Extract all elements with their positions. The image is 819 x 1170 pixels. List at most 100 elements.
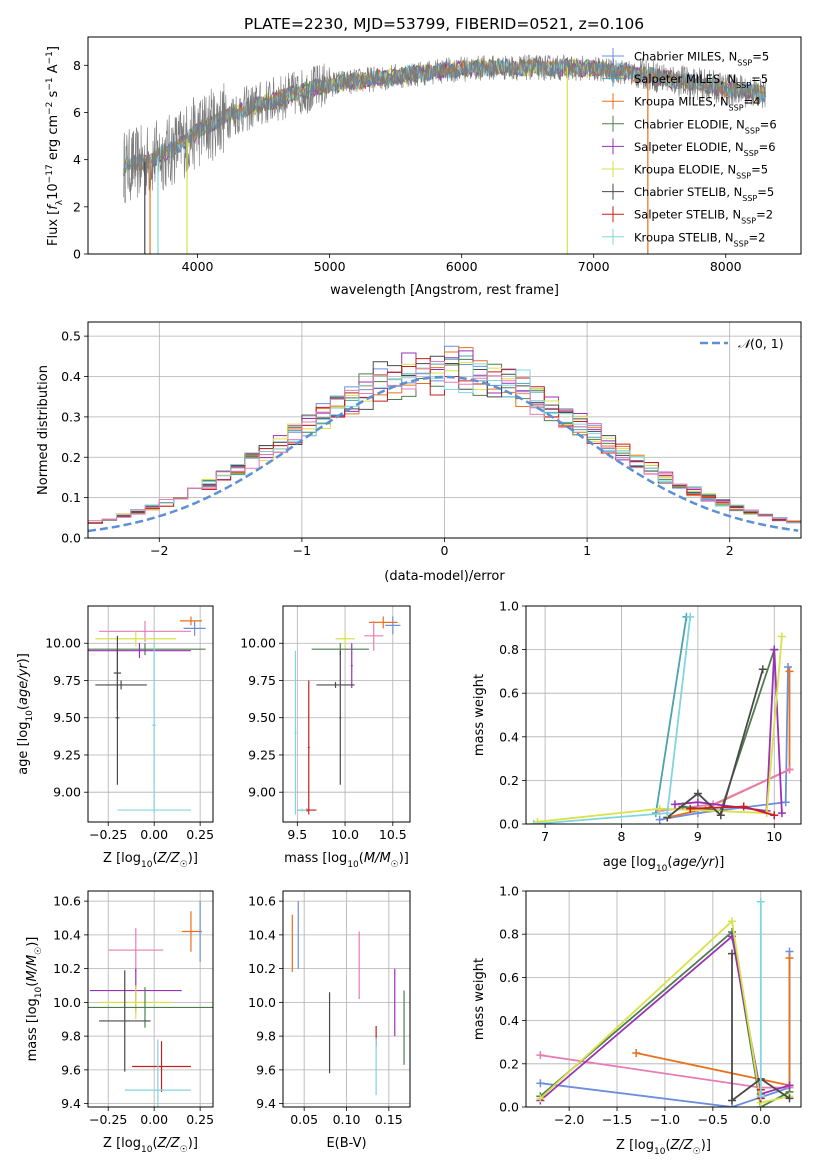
plot-area — [291, 901, 405, 1096]
weight-marker — [533, 817, 542, 824]
legend-label: Chabrier MILES, NSSP=5 — [634, 50, 769, 68]
y-tick-label: 0.4 — [499, 1013, 519, 1028]
x-tick-label: 8 — [618, 829, 626, 844]
y-tick-label: 0.0 — [61, 531, 81, 546]
weight-marker — [655, 804, 664, 813]
x-tick-label: 7 — [541, 829, 549, 844]
y-tick-label: 10.00 — [240, 636, 276, 651]
y-tick-label: 9.4 — [256, 1096, 276, 1111]
x-tick-label: −2 — [150, 543, 168, 558]
y-tick-label: 0.4 — [499, 729, 519, 744]
y-tick-label: 9.00 — [53, 785, 81, 800]
x-tick-label: 9.5 — [287, 827, 307, 842]
weight-marker — [785, 1094, 794, 1103]
errorbar-point — [99, 985, 173, 1020]
plot-area — [536, 897, 794, 1107]
spectrum-panel: 4000 5000 6000 7000 8000 0 2 4 6 8 wavelength [Ang… — [45, 36, 802, 298]
weight-marker — [655, 815, 664, 824]
y-tick-label: 9.00 — [248, 785, 276, 800]
y-tick-label: 9.75 — [248, 673, 276, 688]
axes-frame — [87, 605, 214, 823]
x-axis-label: Z [log10(Z/Z☉)] — [103, 1136, 198, 1155]
x-tick-label: 10.0 — [331, 827, 359, 842]
errorbar-point — [132, 1041, 191, 1092]
weight-line — [533, 616, 692, 824]
legend: Chabrier MILES, NSSP=5 Salpeter MILES, NS… — [602, 48, 777, 248]
legend-label: Kroupa MILES, NSSP=4 — [634, 95, 760, 113]
y-tick-label: 9.8 — [61, 1029, 81, 1044]
legend-label: Salpeter STELIB, NSSP=2 — [634, 208, 773, 226]
errorbar-point — [339, 650, 342, 785]
weight-line — [666, 668, 764, 819]
y-tick-label: 0.5 — [61, 329, 81, 344]
y-tick-label: 1.0 — [499, 884, 519, 899]
weight-marker — [728, 949, 737, 958]
mass-vs-Z-panel: −0.25 0.00 0.25 9.4 9.6 9.8 10.0 10.2 10.4 10.6 Z … — [25, 890, 214, 1155]
errorbar-point — [88, 643, 206, 656]
x-axis-label: (data-model)/error — [384, 569, 505, 584]
errorbar-point — [316, 681, 355, 688]
errorbar-point — [294, 650, 297, 815]
y-axis-label: mass weight — [472, 958, 487, 1040]
y-tick-label: 9.8 — [256, 1029, 276, 1044]
y-tick-label: 0.0 — [499, 1100, 519, 1115]
errorbar-point — [95, 680, 147, 690]
x-tick-label: −1 — [293, 543, 311, 558]
errorbar-point — [88, 643, 191, 659]
x-tick-label: 5000 — [314, 259, 346, 274]
weight-series — [728, 949, 794, 1105]
y-tick-label: 9.25 — [53, 747, 81, 762]
errorbar-point — [181, 911, 201, 952]
weight-marker — [785, 667, 794, 676]
errorbar-point — [88, 987, 213, 1028]
errorbar-point — [183, 620, 206, 636]
errorbar-point — [364, 620, 384, 651]
errorbar-point — [335, 631, 355, 647]
weight-marker — [728, 917, 737, 926]
y-tick-label: 0.6 — [499, 970, 519, 985]
x-tick-label: 0.00 — [140, 1112, 168, 1127]
axes-frame — [87, 890, 214, 1108]
x-tick-label: 2 — [726, 543, 734, 558]
axes-frame — [525, 890, 802, 1108]
legend-label: Kroupa STELIB, NSSP=2 — [634, 230, 765, 248]
axes-frame — [525, 605, 802, 825]
x-tick-label: −0.25 — [89, 827, 127, 842]
errorbar-point — [115, 650, 120, 785]
errorbar-point — [95, 631, 177, 647]
figure-title: PLATE=2230, MJD=53799, FIBERID=0521, z=0… — [244, 15, 644, 33]
x-tick-label: 0 — [441, 543, 449, 558]
y-tick-label: 1.0 — [499, 599, 519, 614]
weight-marker — [785, 765, 794, 774]
weight-marker — [536, 1079, 545, 1088]
plot-area — [294, 616, 401, 815]
y-tick-label: 9.6 — [256, 1062, 276, 1077]
y-tick-label: 10.4 — [248, 927, 276, 942]
y-tick-label: 10.00 — [45, 636, 81, 651]
x-tick-label: −1.5 — [602, 1112, 632, 1127]
weight-marker — [536, 1094, 545, 1103]
y-tick-label: 10.4 — [53, 927, 81, 942]
plot-area — [123, 54, 766, 254]
weight-marker — [784, 663, 793, 672]
x-axis-label: age [log10(age/yr)] — [603, 855, 725, 874]
x-axis-label: mass [log10(M/M☉)] — [284, 851, 409, 870]
weight-marker — [756, 1092, 765, 1101]
errorbar-point — [350, 643, 353, 688]
y-tick-label: 0.2 — [499, 1056, 519, 1071]
plot-area — [88, 901, 213, 1107]
y-tick-label: 9.25 — [248, 747, 276, 762]
weight-vs-age-panel: 7 8 9 10 0.0 0.2 0.4 0.6 0.8 1.0 age [log10(age/yr… — [472, 599, 802, 874]
x-tick-label: 8000 — [710, 259, 742, 274]
y-axis-label: mass weight — [472, 674, 487, 756]
weight-line — [731, 953, 791, 1103]
errorbar-point — [108, 928, 164, 972]
weight-marker — [785, 953, 794, 962]
weight-marker — [686, 804, 695, 813]
y-tick-label: 10.6 — [53, 894, 81, 909]
x-tick-label: 6000 — [446, 259, 478, 274]
x-tick-label: −2.0 — [554, 1112, 584, 1127]
y-tick-label: 9.75 — [53, 673, 81, 688]
plot-area — [88, 345, 801, 533]
x-tick-label: 7000 — [578, 259, 610, 274]
